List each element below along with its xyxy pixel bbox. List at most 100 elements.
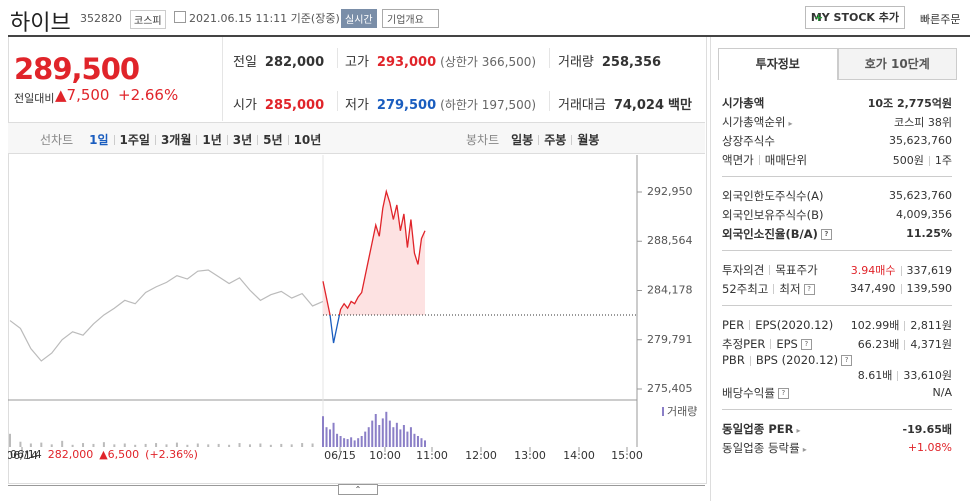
line-tabs: 선차트 1일 1주일 3개월 1년 3년 5년 10년 — [40, 131, 321, 148]
info-row: 외국인한도주식수(A) 35,623,760 — [722, 186, 952, 205]
volume-bar — [395, 422, 398, 447]
volume-bar — [155, 443, 158, 447]
main-panel — [8, 37, 707, 484]
label-part: 목표주가 — [775, 262, 818, 277]
label-part: 동일업종 등락률 — [722, 440, 800, 455]
value-part: 35,623,760 — [889, 189, 952, 202]
value-part: +1.08% — [907, 441, 952, 454]
volume-label: 거래량 — [667, 405, 697, 418]
info-tab[interactable]: 투자정보 — [718, 48, 838, 80]
arrow: ▸ — [796, 425, 801, 435]
period-tab[interactable]: 3개월 — [160, 133, 192, 147]
volume-bar — [406, 431, 409, 447]
quote-label: 저가 — [345, 98, 369, 113]
realtime-badge[interactable]: 실시간 — [341, 9, 377, 28]
volume-bar — [385, 411, 388, 447]
volume-bar — [123, 443, 126, 447]
quick-order[interactable]: 빠른주문 — [920, 13, 961, 26]
info-label: 추정PER EPS? — [722, 336, 812, 352]
info-label: 시가총액 — [722, 95, 764, 111]
info-value: 35,623,760 — [889, 189, 952, 202]
separator — [571, 134, 573, 145]
info-value: 35,623,760 — [889, 134, 952, 147]
info-label: 동일업종 PER ▸ — [722, 421, 800, 437]
period-tab[interactable]: 1년 — [202, 133, 222, 147]
plus-icon: + — [814, 11, 824, 24]
volume-bar — [92, 443, 95, 447]
period-tab[interactable]: 3년 — [232, 133, 253, 147]
value-part: 4,009,356 — [896, 208, 952, 221]
info-tab[interactable]: 호가 10단계 — [837, 48, 957, 80]
collapse-button[interactable]: ⌃ — [338, 484, 378, 495]
stock-code: 352820 — [80, 12, 122, 25]
quote-label: 거래대금 — [558, 98, 606, 113]
info-value: 11.25% — [906, 227, 952, 240]
label-part: 액면가 — [722, 152, 754, 167]
separator — [287, 134, 289, 145]
info-row: 상장주식수 35,623,760 — [722, 131, 952, 150]
volume-bar — [392, 427, 395, 447]
label-part: 외국인소진율(B/A) — [722, 226, 818, 241]
info-value: 3.94매수 337,619 — [851, 262, 952, 278]
info-label: 외국인한도주식수(A) — [722, 188, 823, 204]
info-value: 102.99배 2,811원 — [851, 317, 952, 333]
period-tab[interactable]: 1주일 — [119, 133, 150, 147]
label-part: 52주최고 — [722, 281, 769, 296]
label-part: 투자의견 — [722, 262, 765, 277]
x-tick-label: 06/14 — [8, 449, 38, 462]
volume-bar — [9, 433, 11, 447]
volume-bar — [322, 416, 324, 447]
quote-cell: 시가 285,000 — [233, 94, 324, 113]
volume-bar — [399, 429, 402, 447]
value-part: 33,610원 — [903, 369, 952, 382]
quote-sub: (상한가 366,500) — [440, 55, 537, 69]
quote-value: 285,000 — [264, 98, 325, 113]
period-tab[interactable]: 5년 — [263, 133, 283, 147]
info-label: 시가총액순위 ▸ — [722, 114, 793, 130]
value-part: 코스피 38위 — [894, 115, 952, 129]
candle-tab[interactable]: 주봉 — [544, 133, 567, 147]
value-part: 8.61배 — [857, 369, 893, 382]
separator — [749, 355, 751, 366]
volume-bar — [343, 438, 346, 447]
label-part: 동일업종 PER — [722, 421, 794, 436]
period-tab[interactable]: 1일 — [89, 133, 109, 147]
value-part: 11.25% — [906, 227, 952, 240]
volume-bar — [113, 444, 116, 447]
candle-tab[interactable]: 월봉 — [577, 133, 600, 147]
volume-bar — [134, 444, 137, 447]
divider — [222, 37, 223, 121]
info-row: 외국인보유주식수(B) 4,009,356 — [722, 205, 952, 224]
volume-bar — [357, 438, 360, 447]
quote-sub: (하한가 197,500) — [440, 98, 537, 112]
info-group: 외국인한도주식수(A) 35,623,760 외국인보유주식수(B) 4,009,35… — [722, 183, 952, 251]
volume-bar — [353, 440, 356, 447]
datetime: 2021.06.15 11:11 기준(장중) — [189, 12, 340, 25]
separator — [196, 134, 198, 145]
quote-value: 74,024 — [613, 98, 665, 113]
separator — [773, 284, 775, 294]
info-value: +1.08% — [908, 441, 952, 454]
candle-tab[interactable]: 일봉 — [511, 133, 534, 147]
volume-bar — [207, 444, 210, 447]
volume-bar — [40, 442, 43, 447]
x-tick-label: 06/15 — [324, 449, 356, 462]
y-tick-label: 284,178 — [647, 283, 693, 296]
x-tick-label: 13:00 — [514, 449, 546, 462]
mystock-button[interactable]: + MY STOCK 추가 — [805, 6, 905, 29]
change-percent: +2.66% — [118, 86, 179, 104]
period-tab[interactable]: 10년 — [293, 133, 322, 147]
value-part: 66.23배 — [857, 337, 900, 351]
separator — [900, 284, 902, 294]
volume-bar — [144, 443, 147, 447]
volume-bar — [420, 438, 423, 447]
candle-tabs: 봉차트 일봉 주봉 월봉 — [466, 131, 599, 148]
volume-bar — [311, 443, 314, 447]
quote-value: 282,000 — [264, 55, 325, 70]
volume-bar — [416, 436, 419, 447]
value-part: 347,490 — [850, 282, 896, 295]
separator — [113, 134, 115, 145]
value-part: 3.94매수 — [850, 263, 896, 277]
volume-bar — [329, 429, 332, 447]
company-info-dropdown[interactable]: 기업개요 — [382, 9, 439, 28]
